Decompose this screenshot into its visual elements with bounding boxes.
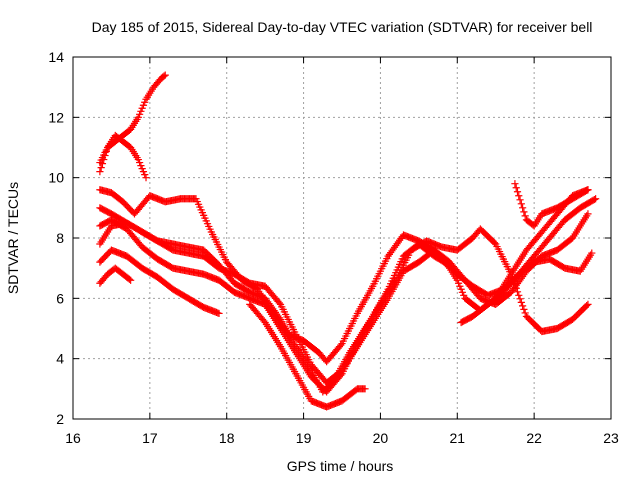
- data-point: [515, 192, 523, 200]
- x-tick-label: 20: [373, 430, 389, 446]
- data-point: [337, 341, 345, 349]
- series-trace-5: [96, 195, 600, 396]
- data-point: [520, 305, 528, 313]
- data-point: [519, 302, 527, 310]
- data-point: [513, 188, 522, 196]
- data-point: [102, 147, 110, 156]
- data-point: [127, 276, 135, 284]
- data-point: [275, 314, 283, 322]
- y-tick-label: 10: [48, 170, 64, 186]
- axis-layer: [72, 56, 612, 420]
- y-axis-label: SDTVAR / TECUs: [5, 182, 21, 294]
- x-tick-label: 23: [603, 430, 619, 446]
- data-point: [592, 195, 600, 203]
- data-point: [515, 291, 523, 299]
- x-tick-label: 22: [526, 430, 542, 446]
- data-point: [490, 239, 499, 247]
- data-point: [511, 180, 519, 188]
- data-points: [96, 71, 600, 411]
- series-trace-2: [96, 131, 150, 182]
- data-point: [96, 168, 104, 176]
- data-point: [584, 210, 592, 218]
- x-axis-label: GPS time / hours: [287, 458, 394, 474]
- data-point: [161, 71, 169, 79]
- data-point: [517, 298, 525, 306]
- data-point: [98, 159, 107, 168]
- y-tick-labels: 2 4 6 8 10 12 14: [48, 49, 64, 427]
- data-point: [588, 249, 596, 257]
- data-point: [516, 295, 524, 303]
- data-point: [138, 104, 146, 112]
- data-point: [590, 195, 598, 204]
- x-tick-label: 16: [65, 430, 81, 446]
- data-point: [275, 299, 283, 307]
- data-point: [141, 98, 149, 106]
- x-tick-label: 18: [219, 430, 235, 446]
- data-point: [160, 72, 168, 80]
- data-point: [136, 110, 144, 118]
- data-point: [142, 174, 150, 182]
- data-point: [583, 186, 591, 195]
- data-point: [134, 155, 142, 164]
- data-point: [136, 158, 144, 167]
- data-point: [521, 212, 529, 220]
- data-point: [513, 288, 522, 296]
- data-point: [519, 204, 527, 212]
- data-point: [454, 279, 463, 287]
- series-trace-10: [457, 249, 596, 327]
- x-tick-label: 17: [142, 430, 158, 446]
- data-point: [521, 309, 529, 317]
- series-trace-1: [96, 71, 169, 167]
- data-point: [137, 162, 145, 170]
- chart-title: Day 185 of 2015, Sidereal Day-to-day VTE…: [92, 19, 593, 35]
- y-tick-label: 14: [48, 49, 64, 65]
- data-point: [101, 151, 109, 160]
- data-point: [512, 284, 520, 292]
- series-trace-7: [96, 246, 223, 318]
- data-point: [141, 171, 149, 179]
- data-point: [139, 101, 148, 109]
- y-tick-label: 6: [56, 290, 64, 306]
- data-point: [100, 155, 108, 164]
- data-point: [97, 164, 105, 172]
- data-point: [512, 184, 520, 192]
- data-point: [583, 302, 591, 310]
- data-point: [139, 168, 148, 176]
- series-trace-8: [96, 264, 135, 287]
- data-point: [460, 291, 468, 299]
- x-tick-labels: 16 17 18 19 20 21 22 23: [65, 430, 619, 446]
- data-point: [584, 300, 592, 308]
- data-point: [458, 288, 467, 296]
- x-tick-label: 19: [296, 430, 312, 446]
- data-point: [457, 285, 465, 293]
- data-point: [456, 282, 464, 290]
- data-point: [125, 275, 133, 283]
- series-trace-11: [511, 180, 592, 230]
- data-point: [520, 208, 528, 216]
- y-tick-label: 8: [56, 230, 64, 246]
- data-point: [215, 309, 223, 318]
- data-point: [361, 385, 369, 393]
- data-point: [517, 200, 525, 208]
- data-point: [137, 107, 145, 115]
- data-point: [134, 113, 142, 121]
- series-trace-9: [246, 300, 369, 411]
- y-tick-label: 12: [48, 109, 64, 125]
- y-tick-label: 2: [56, 411, 64, 427]
- data-point: [138, 165, 146, 173]
- y-tick-label: 4: [56, 351, 64, 367]
- data-point: [584, 186, 592, 194]
- data-point: [453, 276, 461, 284]
- x-tick-label: 21: [449, 430, 465, 446]
- data-point: [516, 196, 524, 204]
